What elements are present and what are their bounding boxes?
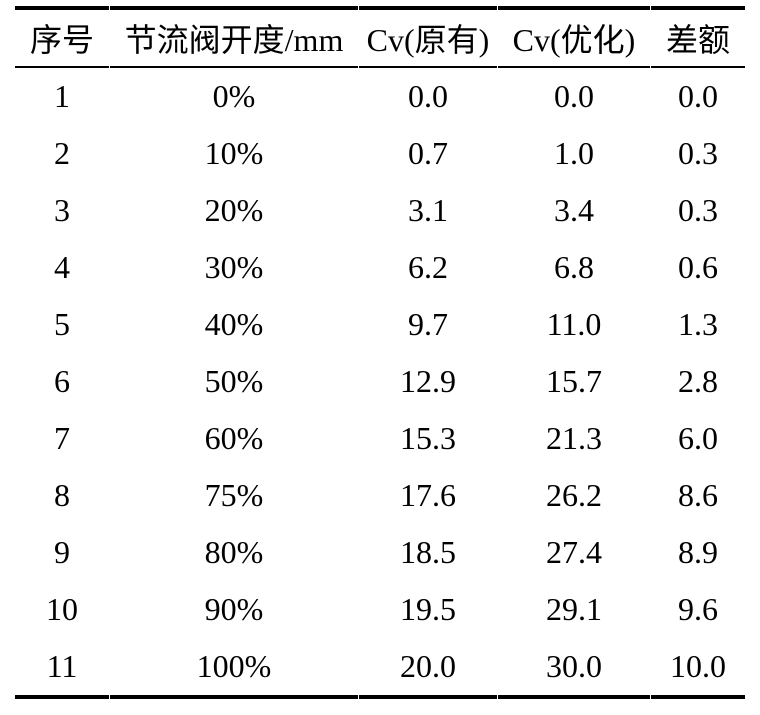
table-cell: 3 <box>54 192 70 228</box>
table-cell: 6.2 <box>408 249 448 285</box>
table-cell: 11.0 <box>546 306 602 342</box>
table-cell: 29.1 <box>546 591 602 627</box>
table-cell: 0% <box>212 78 256 114</box>
table-cell: 40% <box>204 306 264 342</box>
table-cell: 8.9 <box>678 534 718 570</box>
table-cell: 11 <box>15 638 109 699</box>
table-cell: 27.4 <box>546 534 602 570</box>
header-cell-cv-optimized: Cv(优化) <box>498 6 650 68</box>
table-cell: 7 <box>54 420 70 456</box>
table-cell: 9.7 <box>408 306 448 342</box>
table-cell: 60% <box>204 420 264 456</box>
table-cell: 10 <box>46 591 78 627</box>
table-cell: 9.6 <box>678 591 718 627</box>
table-cell: 0.0 <box>408 78 448 114</box>
table-cell: 30% <box>204 249 264 285</box>
table-row: 5 40% 9.7 11.0 1.3 <box>15 296 745 353</box>
table-cell: 26.2 <box>546 477 602 513</box>
table-cell: 90% <box>204 591 264 627</box>
table-cell: 4 <box>54 249 70 285</box>
table-row: 6 50% 12.9 15.7 2.8 <box>15 353 745 410</box>
table-cell: 0.0 <box>678 78 718 114</box>
table-head: 序号 节流阀开度/mm Cv(原有) Cv(优化) 差额 <box>15 6 745 68</box>
table-row: 1 0% 0.0 0.0 0.0 <box>15 68 745 125</box>
table-cell: 3.1 <box>408 192 448 228</box>
table-row: 8 75% 17.6 26.2 8.6 <box>15 467 745 524</box>
header-cell-difference: 差额 <box>651 6 745 68</box>
table-cell: 1.0 <box>554 135 594 171</box>
table-cell: 9 <box>54 534 70 570</box>
table-cell: 18.5 <box>400 534 456 570</box>
table-cell: 8.6 <box>678 477 718 513</box>
table-cell: 80% <box>204 534 264 570</box>
table-cell: 21.3 <box>546 420 602 456</box>
table-cell: 20% <box>204 192 264 228</box>
table-row: 2 10% 0.7 1.0 0.3 <box>15 125 745 182</box>
header-cell-valve-opening: 节流阀开度/mm <box>110 6 358 68</box>
table-cell: 6.8 <box>554 249 594 285</box>
header-row: 序号 节流阀开度/mm Cv(原有) Cv(优化) 差额 <box>15 6 745 68</box>
table-cell: 19.5 <box>400 591 456 627</box>
table-cell: 3.4 <box>554 192 594 228</box>
table-row: 11 100% 20.0 30.0 10.0 <box>15 638 745 699</box>
table-cell: 1 <box>54 78 70 114</box>
table-row: 9 80% 18.5 27.4 8.9 <box>15 524 745 581</box>
table-cell: 12.9 <box>400 363 456 399</box>
table-cell: 75% <box>204 477 264 513</box>
table-row: 7 60% 15.3 21.3 6.0 <box>15 410 745 467</box>
table-cell: 0.0 <box>554 78 594 114</box>
table-cell: 0.3 <box>678 192 718 228</box>
table-row: 4 30% 6.2 6.8 0.6 <box>15 239 745 296</box>
table-cell: 17.6 <box>400 477 456 513</box>
table-cell: 100% <box>110 638 358 699</box>
table-cell: 6.0 <box>678 420 718 456</box>
table-cell: 15.3 <box>400 420 456 456</box>
cv-comparison-table: 序号 节流阀开度/mm Cv(原有) Cv(优化) 差额 1 0% 0.0 0.0 0.… <box>14 6 746 699</box>
table-cell: 0.3 <box>678 135 718 171</box>
table-cell: 10.0 <box>651 638 745 699</box>
table-cell: 10% <box>204 135 264 171</box>
table-cell: 5 <box>54 306 70 342</box>
table-cell: 8 <box>54 477 70 513</box>
table-cell: 50% <box>204 363 264 399</box>
header-cell-index: 序号 <box>15 6 109 68</box>
table-cell: 1.3 <box>678 306 718 342</box>
document-page: 序号 节流阀开度/mm Cv(原有) Cv(优化) 差额 1 0% 0.0 0.0 0.… <box>14 6 746 699</box>
table-cell: 2 <box>54 135 70 171</box>
table-cell: 2.8 <box>678 363 718 399</box>
table-body: 1 0% 0.0 0.0 0.0 2 10% 0.7 1.0 0.3 3 20% 3.1 3.4 0.3 4 3… <box>15 68 745 699</box>
table-cell: 0.7 <box>408 135 448 171</box>
header-cell-cv-original: Cv(原有) <box>359 6 497 68</box>
table-cell: 0.6 <box>678 249 718 285</box>
table-cell: 30.0 <box>498 638 650 699</box>
table-row: 10 90% 19.5 29.1 9.6 <box>15 581 745 638</box>
table-cell: 6 <box>54 363 70 399</box>
table-row: 3 20% 3.1 3.4 0.3 <box>15 182 745 239</box>
table-cell: 15.7 <box>546 363 602 399</box>
table-cell: 20.0 <box>359 638 497 699</box>
